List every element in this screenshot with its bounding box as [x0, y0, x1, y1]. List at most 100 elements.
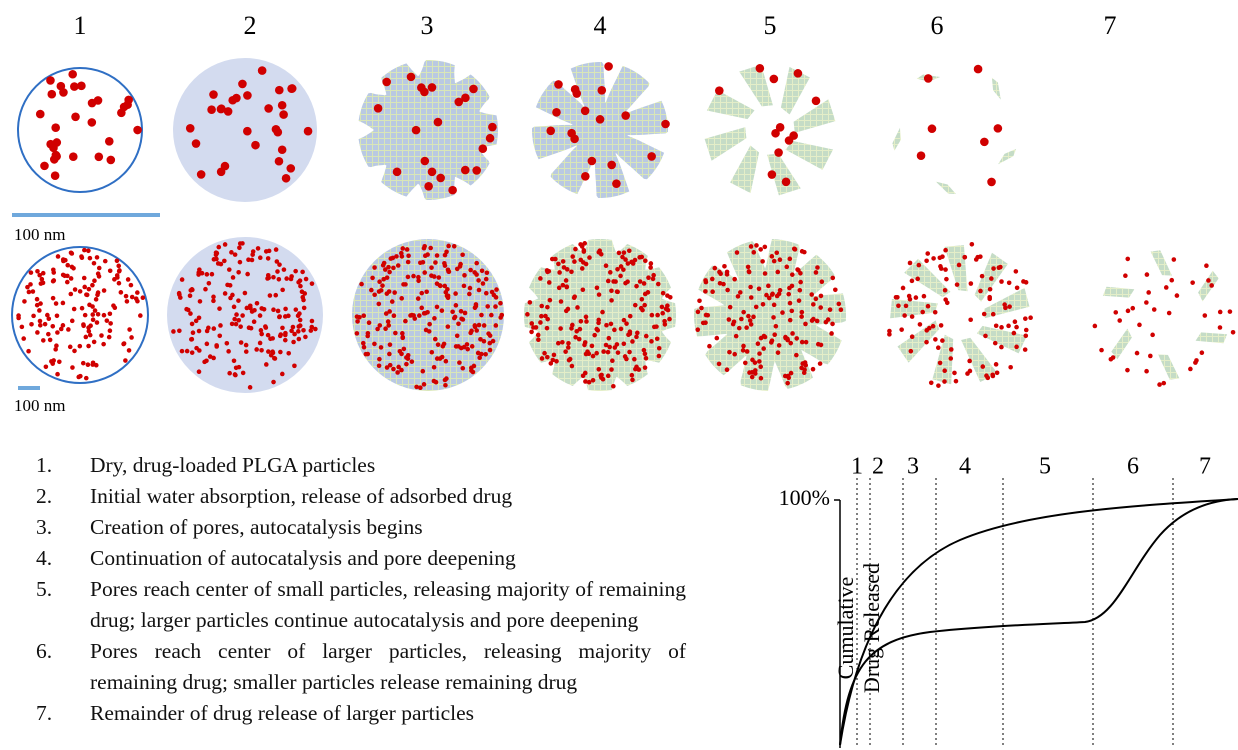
drug-particle — [463, 311, 468, 316]
drug-particle — [214, 344, 219, 349]
drug-particle — [477, 323, 482, 328]
drug-particle — [489, 313, 494, 318]
step-number: 1. — [36, 450, 90, 481]
drug-particle — [777, 343, 782, 348]
drug-particle — [894, 295, 899, 300]
drug-particle — [433, 260, 438, 265]
drug-particle — [737, 326, 742, 331]
drug-particle — [387, 309, 392, 314]
drug-particle — [581, 106, 590, 115]
drug-particle — [233, 372, 238, 377]
drug-particle — [108, 311, 113, 316]
drug-particle — [271, 351, 276, 356]
drug-particle — [95, 320, 100, 325]
drug-particle — [245, 272, 250, 277]
drug-particle — [25, 285, 30, 290]
drug-particle — [435, 253, 440, 258]
drug-particle — [545, 268, 550, 273]
drug-particle — [936, 345, 941, 350]
drug-particle — [766, 284, 771, 289]
drug-particle — [274, 128, 283, 137]
stage-label: 7 — [1199, 454, 1211, 480]
drug-particle — [372, 292, 377, 297]
drug-particle — [425, 252, 430, 257]
drug-particle — [38, 301, 43, 306]
drug-particle — [1148, 354, 1153, 359]
drug-particle — [107, 335, 112, 340]
drug-particle — [782, 177, 791, 186]
drug-particle — [771, 315, 776, 320]
drug-particle — [171, 329, 176, 334]
drug-particle — [609, 322, 614, 327]
drug-particle — [404, 355, 409, 360]
stage-label: 5 — [1039, 454, 1051, 480]
eroding-particle — [359, 60, 498, 200]
step-number: 3. — [36, 512, 90, 543]
drug-particle — [81, 322, 86, 327]
drug-particle — [211, 295, 216, 300]
drug-particle — [583, 379, 588, 384]
drug-particle — [303, 335, 308, 340]
drug-particle — [628, 314, 633, 319]
drug-particle — [485, 270, 490, 275]
drug-particle — [86, 362, 91, 367]
drug-particle — [82, 285, 87, 290]
drug-particle — [749, 322, 754, 327]
drug-particle — [643, 352, 648, 357]
drug-particle — [232, 317, 237, 322]
drug-particle — [273, 293, 278, 298]
drug-particle — [101, 342, 106, 347]
drug-particle — [296, 313, 301, 318]
drug-particle — [440, 308, 445, 313]
drug-particle — [417, 313, 422, 318]
drug-particle — [277, 277, 282, 282]
drug-particle — [444, 376, 449, 381]
drug-particle — [566, 345, 571, 350]
drug-particle — [381, 263, 386, 268]
drug-particle — [601, 349, 606, 354]
drug-particle — [573, 247, 578, 252]
stage-number: 4 — [594, 11, 607, 40]
drug-particle — [399, 352, 404, 357]
drug-particle — [435, 356, 440, 361]
drug-particle — [1152, 307, 1157, 312]
drug-particle — [456, 321, 461, 326]
drug-particle — [970, 242, 975, 247]
drug-particle — [38, 323, 43, 328]
drug-particle — [748, 318, 753, 323]
drug-particle — [31, 314, 36, 319]
drug-particle — [761, 302, 766, 307]
drug-particle — [432, 365, 437, 370]
drug-particle — [1218, 325, 1223, 330]
drug-particle — [997, 265, 1002, 270]
drug-particle — [749, 244, 754, 249]
drug-particle — [931, 256, 936, 261]
drug-particle — [630, 373, 635, 378]
drug-particle — [604, 323, 609, 328]
drug-particle — [1228, 309, 1233, 314]
drug-particle — [482, 339, 487, 344]
drug-particle — [39, 281, 44, 286]
drug-particle — [412, 126, 421, 135]
drug-particle — [141, 295, 146, 300]
drug-particle — [234, 312, 239, 317]
drug-particle — [660, 311, 665, 316]
polymer-fragment — [786, 141, 834, 170]
drug-particle — [712, 266, 717, 271]
drug-particle — [1024, 328, 1029, 333]
drug-particle — [788, 301, 793, 306]
drug-particle — [776, 350, 781, 355]
drug-particle — [133, 126, 142, 135]
drug-particle — [980, 364, 985, 369]
drug-particle — [302, 291, 307, 296]
drug-particle — [747, 270, 752, 275]
drug-particle — [190, 350, 195, 355]
drug-particle — [811, 302, 816, 307]
drug-particle — [618, 274, 623, 279]
drug-particle — [783, 374, 788, 379]
drug-particle — [803, 322, 808, 327]
drug-particle — [943, 267, 948, 272]
drug-particle — [758, 247, 763, 252]
drug-particle — [459, 316, 464, 321]
drug-particle — [643, 365, 648, 370]
